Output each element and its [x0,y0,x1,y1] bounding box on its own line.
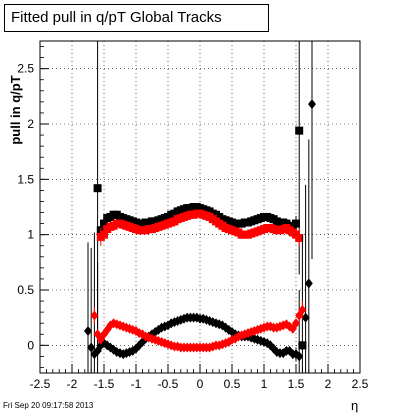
x-tick-label: -1 [131,377,142,391]
series-0 [93,41,307,350]
y-tick-label: 2.5 [17,62,34,76]
data-point [298,304,307,315]
axes: -2.5 -2 -1.5 -1 -0.5 0 0.5 1 1.5 2 2.5 0 0.5 1 1.5 2 2.5 [17,46,369,391]
x-axis-label: η [351,398,358,413]
y-tick-label: 0 [27,338,34,352]
data-point [295,351,304,362]
y-tick-label: 2 [27,117,34,131]
data-point [301,312,310,323]
data-point [100,230,108,239]
data-point [304,278,313,289]
data-point [90,310,99,321]
timestamp: Fri Sep 20 09:17:58 2013 [3,401,94,410]
data-point [87,342,96,353]
x-tick-label: 0 [197,377,204,391]
data-point [292,318,300,329]
data-point [308,99,316,110]
x-tick-label: -2 [67,377,78,391]
x-tick-label: -0.5 [158,377,179,391]
chart-title: Fitted pull in q/pT Global Tracks [4,4,269,32]
series-2 [84,41,316,373]
x-tick-label: -1.5 [94,377,115,391]
data-marks [84,41,316,373]
x-tick-label: 1.5 [288,377,305,391]
data-point [295,233,304,242]
series-1 [96,209,304,247]
x-tick-label: -2.5 [30,377,51,391]
data-point [295,126,304,135]
data-point [292,219,300,228]
data-point [84,325,92,336]
y-tick-label: 1.5 [17,172,34,186]
x-tick-label: 2 [325,377,332,391]
y-axis-label: pull in q/pT [8,75,23,144]
x-tick-label: 1 [261,377,268,391]
data-point [100,219,108,228]
y-tick-label: 0.5 [17,283,34,297]
series-3 [90,301,307,353]
x-tick-label: 0.5 [224,377,241,391]
y-tick-label: 1 [27,228,34,242]
data-point [93,184,102,193]
x-tick-label: 2.5 [352,377,369,391]
data-point [298,340,307,351]
